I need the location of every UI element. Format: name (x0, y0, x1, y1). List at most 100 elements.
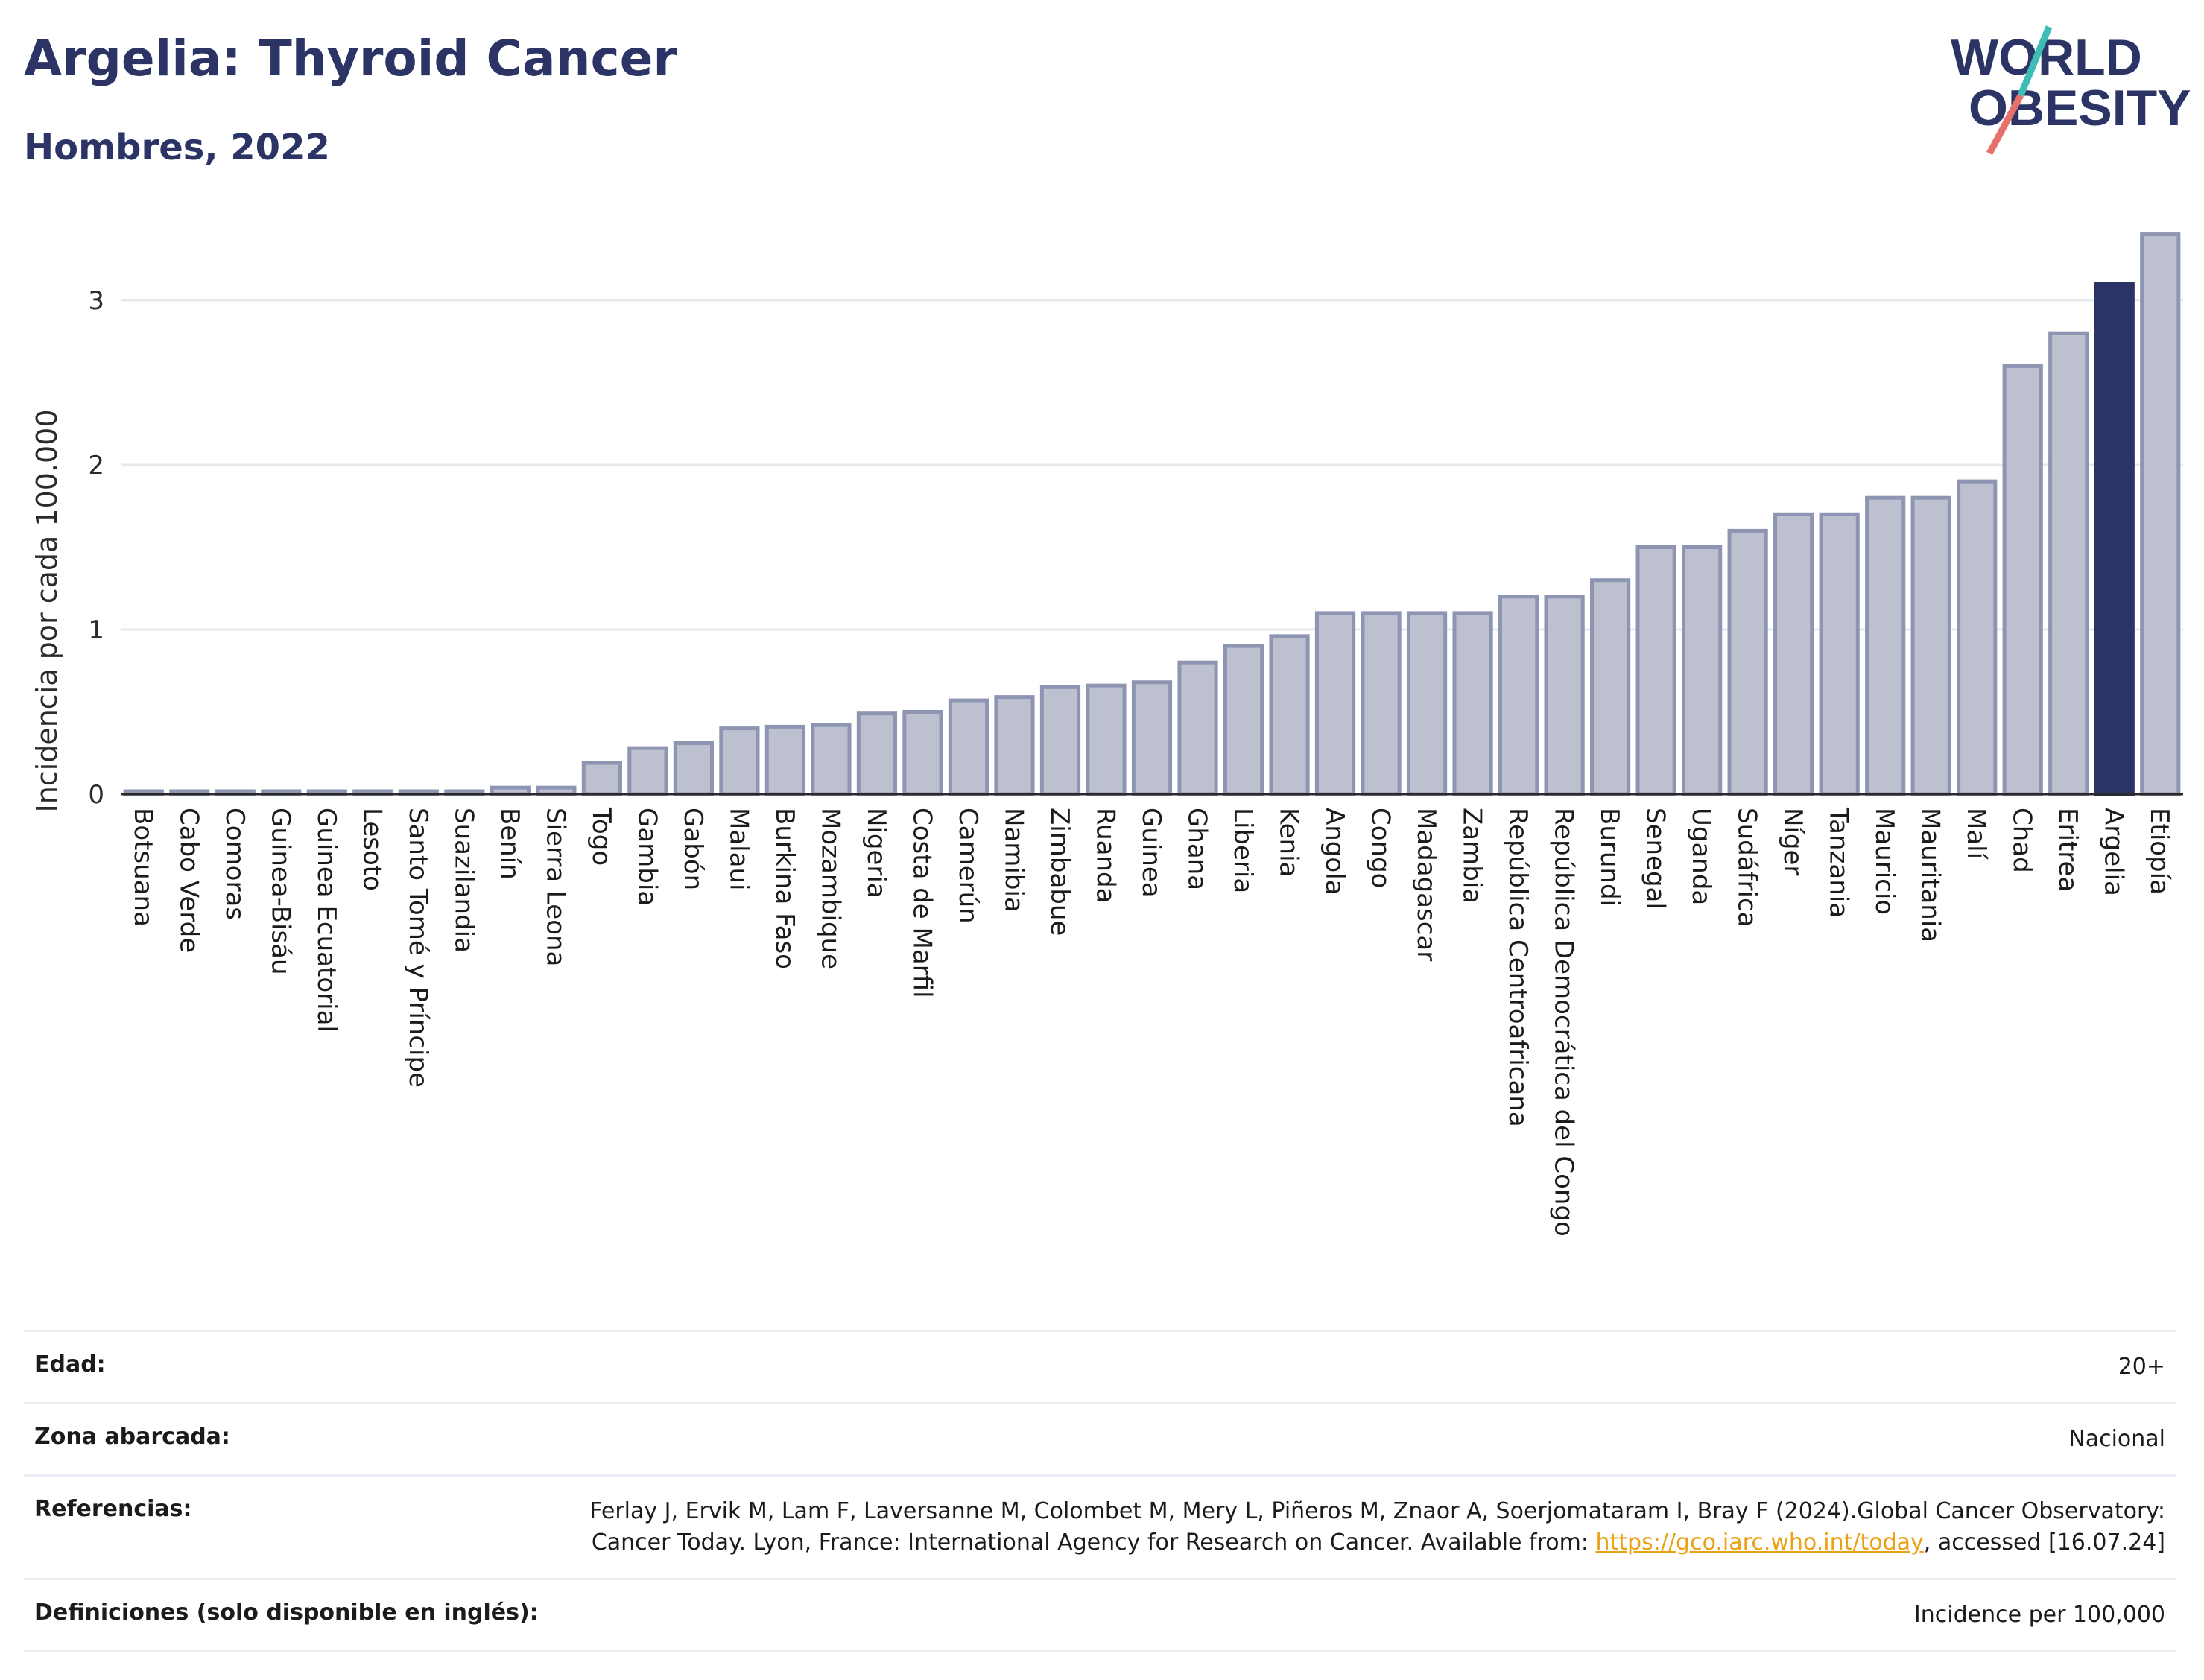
x-tick-label: Cabo Verde (174, 808, 203, 953)
bar-35 (1727, 528, 1768, 796)
x-tick-label: Burkina Faso (770, 808, 799, 969)
x-tick-label: Sudáfrica (1732, 808, 1762, 927)
bar-37 (1819, 512, 1860, 796)
bar-23 (1177, 660, 1218, 796)
chart-title: Argelia: Thyroid Cancer (24, 30, 677, 87)
bar-44 (2140, 232, 2181, 796)
x-tick-label: Congo (1366, 808, 1396, 888)
x-tick-label: Argelia (2099, 808, 2129, 896)
info-label-area: Zona abarcada: (34, 1424, 230, 1450)
bar-10 (581, 761, 622, 796)
info-label-definitions: Definiciones (solo disponible en inglés)… (34, 1600, 539, 1626)
x-tick-label: Níger (1778, 808, 1808, 875)
x-tick-label: Santo Tomé y Príncipe (403, 808, 433, 1088)
bar-34 (1682, 545, 1723, 796)
bar-16 (856, 711, 898, 796)
x-tick-label: Guinea-Bisáu (265, 808, 295, 975)
info-row-area: Zona abarcada: Nacional (24, 1402, 2176, 1474)
x-tick-label: Sierra Leona (540, 808, 570, 966)
bar-41 (2002, 364, 2043, 796)
bar-14 (764, 724, 806, 796)
x-tick-label: Gabón (678, 808, 708, 890)
bar-36 (1773, 512, 1814, 796)
bar-32 (1590, 578, 1631, 796)
x-tick-label: Senegal (1641, 808, 1671, 910)
x-tick-label: Kenia (1274, 808, 1304, 877)
y-tick-label: 2 (88, 451, 104, 481)
x-tick-label: Zimbabue (1045, 808, 1074, 936)
bar-30 (1498, 595, 1539, 796)
x-tick-label: Guinea (1136, 808, 1166, 898)
x-tick-label: Botsuana (128, 808, 158, 927)
bar-26 (1314, 611, 1356, 796)
bar-22 (1131, 680, 1173, 796)
reference-accessed: , accessed [16.07.24] (1923, 1530, 2165, 1556)
bar-15 (811, 723, 852, 796)
logo-slash-coral (1986, 93, 2024, 156)
bar-13 (719, 726, 760, 796)
x-tick-label: República Centroafricana (1503, 808, 1533, 1127)
x-tick-label: Zambia (1457, 808, 1487, 904)
x-tick-label: Nigeria (861, 808, 891, 898)
info-row-age: Edad: 20+ (24, 1330, 2176, 1402)
bar-29 (1452, 611, 1493, 796)
y-tick-label: 0 (88, 780, 104, 810)
x-tick-label: Mozambique (815, 808, 845, 969)
x-tick-label: Benín (495, 808, 525, 880)
bar-20 (1039, 685, 1081, 796)
x-tick-label: Ghana (1182, 808, 1212, 890)
info-value-area: Nacional (2068, 1426, 2165, 1452)
reference-text: Ferlay J, Ervik M, Lam F, Laversanne M, … (589, 1498, 2165, 1556)
y-tick-label: 1 (88, 615, 104, 645)
bar-17 (902, 710, 943, 796)
x-tick-label: Suazilandia (449, 808, 478, 953)
x-tick-label: Eritrea (2053, 808, 2083, 892)
y-axis-label: Incidencia por cada 100.000 (31, 409, 63, 812)
x-tick-label: Etiopía (2144, 808, 2174, 895)
info-label-references: Referencias: (34, 1496, 192, 1522)
x-tick-label: Camerún (953, 808, 983, 924)
x-tick-label: Lesoto (357, 808, 387, 891)
x-tick-label: Mauricio (1869, 808, 1899, 915)
x-tick-label: Guinea Ecuatorial (311, 808, 341, 1033)
x-tick-label: Costa de Marfil (907, 808, 937, 998)
info-value-references: Ferlay J, Ervik M, Lam F, Laversanne M, … (571, 1496, 2165, 1559)
bar-25 (1269, 634, 1310, 796)
x-tick-label: Chad (2007, 808, 2037, 873)
x-tick-label: Ruanda (1090, 808, 1120, 903)
bar-18 (948, 698, 989, 796)
x-tick-label: Malí (1961, 808, 1991, 860)
info-table: Edad: 20+ Zona abarcada: Nacional Refere… (24, 1330, 2176, 1652)
x-tick-label: Burundi (1595, 808, 1624, 907)
bar-27 (1361, 611, 1402, 796)
x-tick-label: Tanzania (1824, 807, 1854, 918)
info-value-age: 20+ (2118, 1354, 2165, 1380)
x-tick-label: Togo (586, 807, 616, 866)
bar-33 (1635, 545, 1676, 796)
x-tick-label: Liberia (1228, 808, 1258, 893)
x-tick-label: Namibia (998, 808, 1028, 913)
logo-slash-teal (2017, 25, 2053, 97)
info-row-definitions: Definiciones (solo disponible en inglés)… (24, 1578, 2176, 1652)
info-value-definitions: Incidence per 100,000 (1913, 1602, 2165, 1628)
bar-24 (1223, 644, 1264, 796)
bar-21 (1086, 683, 1127, 796)
info-label-age: Edad: (34, 1351, 106, 1378)
y-tick-label: 3 (88, 286, 104, 316)
bar-39 (1910, 495, 1951, 796)
bar-38 (1865, 495, 1906, 796)
chart-subtitle: Hombres, 2022 (24, 127, 330, 168)
bars (123, 232, 2181, 796)
bar-11 (627, 746, 668, 796)
bar-19 (994, 695, 1035, 796)
reference-link[interactable]: https://gco.iarc.who.int/today (1595, 1530, 1924, 1556)
bar-42 (2048, 331, 2089, 796)
x-tick-label: Mauritania (1916, 808, 1945, 942)
bar-43 (2094, 282, 2135, 796)
x-tick-label: Angola (1320, 808, 1349, 895)
world-obesity-logo: WORLD OBESITY (1951, 25, 2191, 156)
x-tick-label: Gambia (632, 808, 662, 906)
axes: 0 1 2 3 Botsuana Cabo Verde Comoras Guinea-Bisá… (88, 286, 2183, 1237)
bar-28 (1406, 611, 1448, 796)
x-tick-label: Madagascar (1411, 808, 1441, 961)
